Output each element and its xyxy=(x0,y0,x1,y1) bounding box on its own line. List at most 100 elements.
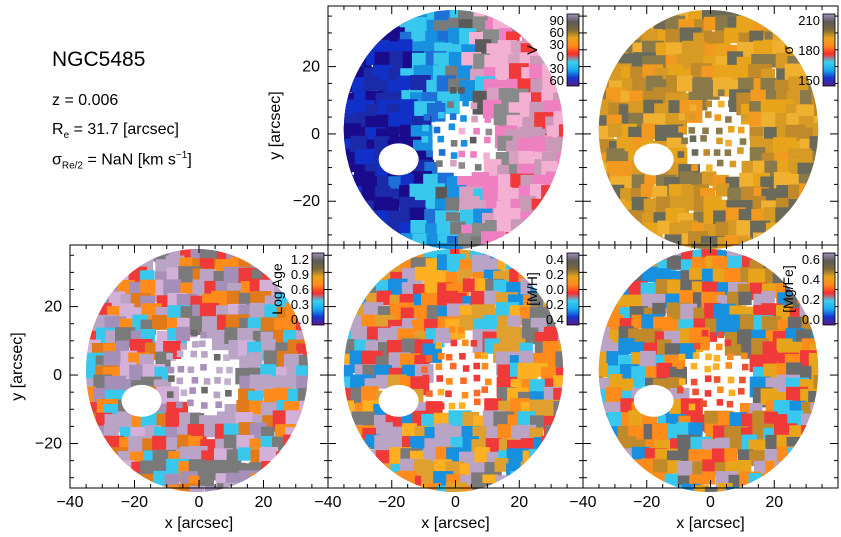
colorbar-tick-label: 90 xyxy=(550,13,564,28)
spaxel xyxy=(274,482,291,492)
spaxel xyxy=(458,127,466,135)
spaxel xyxy=(566,428,582,444)
spaxel xyxy=(813,161,819,178)
spaxel xyxy=(216,366,223,374)
spaxel xyxy=(581,105,598,122)
spaxel xyxy=(577,354,600,377)
spaxel xyxy=(606,474,622,489)
spaxel xyxy=(91,485,115,492)
spaxel xyxy=(520,246,535,249)
spaxel xyxy=(333,315,349,331)
spaxel xyxy=(607,10,625,14)
spaxel xyxy=(725,362,733,369)
spaxel xyxy=(318,352,341,375)
spaxel xyxy=(581,20,601,40)
spaxel xyxy=(717,386,724,394)
spaxel xyxy=(86,249,88,252)
spaxel xyxy=(86,412,97,427)
spaxel xyxy=(343,319,350,338)
colorbar-strip xyxy=(822,252,836,326)
spaxel xyxy=(299,400,308,418)
spaxel xyxy=(583,379,598,394)
spaxel xyxy=(799,438,819,462)
spaxel xyxy=(749,497,765,513)
spaxel xyxy=(598,99,611,117)
spaxel xyxy=(307,427,308,441)
spaxel xyxy=(180,343,187,350)
spaxel xyxy=(570,389,584,403)
spaxel xyxy=(374,475,391,492)
spaxel xyxy=(176,401,183,409)
spaxel xyxy=(474,278,489,292)
spaxel xyxy=(180,389,188,397)
colorbar-tick-label: 0.4 xyxy=(546,312,564,327)
spaxel xyxy=(705,111,712,118)
spaxel xyxy=(191,329,198,337)
spaxel xyxy=(343,195,359,217)
spaxel xyxy=(312,446,335,469)
spaxel xyxy=(335,463,353,481)
spaxel xyxy=(226,290,241,305)
spaxel xyxy=(446,378,453,385)
spaxel xyxy=(56,318,78,340)
spaxel xyxy=(520,249,544,255)
spaxel xyxy=(332,230,355,253)
spaxel xyxy=(810,200,819,224)
spaxel xyxy=(180,249,199,261)
spaxel xyxy=(679,171,695,187)
colorbar-label: V xyxy=(524,45,540,55)
spaxel xyxy=(474,447,491,463)
spaxel xyxy=(712,363,720,370)
spaxel xyxy=(541,185,555,199)
spaxel xyxy=(606,209,621,223)
spaxel xyxy=(705,353,712,361)
spaxel xyxy=(690,378,698,386)
spaxel xyxy=(566,402,580,416)
spaxel xyxy=(592,447,611,466)
spaxel xyxy=(485,128,493,136)
spaxel xyxy=(833,355,841,372)
colorbar-tick-label: 0.3 xyxy=(291,297,309,312)
spaxel xyxy=(716,137,723,145)
spaxel xyxy=(677,386,684,394)
spaxel xyxy=(397,244,413,249)
spaxel xyxy=(166,353,173,360)
spaxel xyxy=(473,362,480,370)
spaxel xyxy=(354,447,371,464)
spaxel xyxy=(95,266,111,283)
spaxel xyxy=(507,315,521,329)
spaxel xyxy=(376,422,393,439)
spaxel xyxy=(713,77,733,97)
spaxel xyxy=(553,387,564,402)
colorbar-tick-label: 0 xyxy=(557,49,564,64)
spaxel xyxy=(103,463,126,486)
spaxel xyxy=(545,221,564,242)
spaxel xyxy=(728,100,735,107)
spaxel xyxy=(598,424,605,444)
colorbar-tick-label: 150 xyxy=(798,73,820,88)
spaxel xyxy=(376,10,398,16)
spaxel xyxy=(726,64,743,82)
spaxel xyxy=(166,496,181,511)
spaxel xyxy=(223,482,241,492)
spaxel xyxy=(598,485,616,492)
spaxel xyxy=(69,267,83,281)
colorbar-tick-label: 30 xyxy=(550,61,564,76)
spaxel xyxy=(374,51,391,68)
spaxel xyxy=(800,487,819,492)
spaxel xyxy=(333,245,349,261)
spaxel xyxy=(314,339,329,354)
spaxel xyxy=(605,10,628,27)
spaxel xyxy=(343,470,361,489)
x-tick-label: −40 xyxy=(314,494,341,511)
spaxel xyxy=(653,459,668,475)
spaxel xyxy=(693,342,701,350)
spaxel xyxy=(741,352,748,360)
spaxel xyxy=(332,471,353,492)
spaxel xyxy=(737,147,744,154)
spaxel xyxy=(457,326,465,334)
spaxel xyxy=(327,139,343,155)
spaxel xyxy=(349,198,364,213)
spaxel xyxy=(343,249,350,258)
spaxel xyxy=(449,249,464,259)
